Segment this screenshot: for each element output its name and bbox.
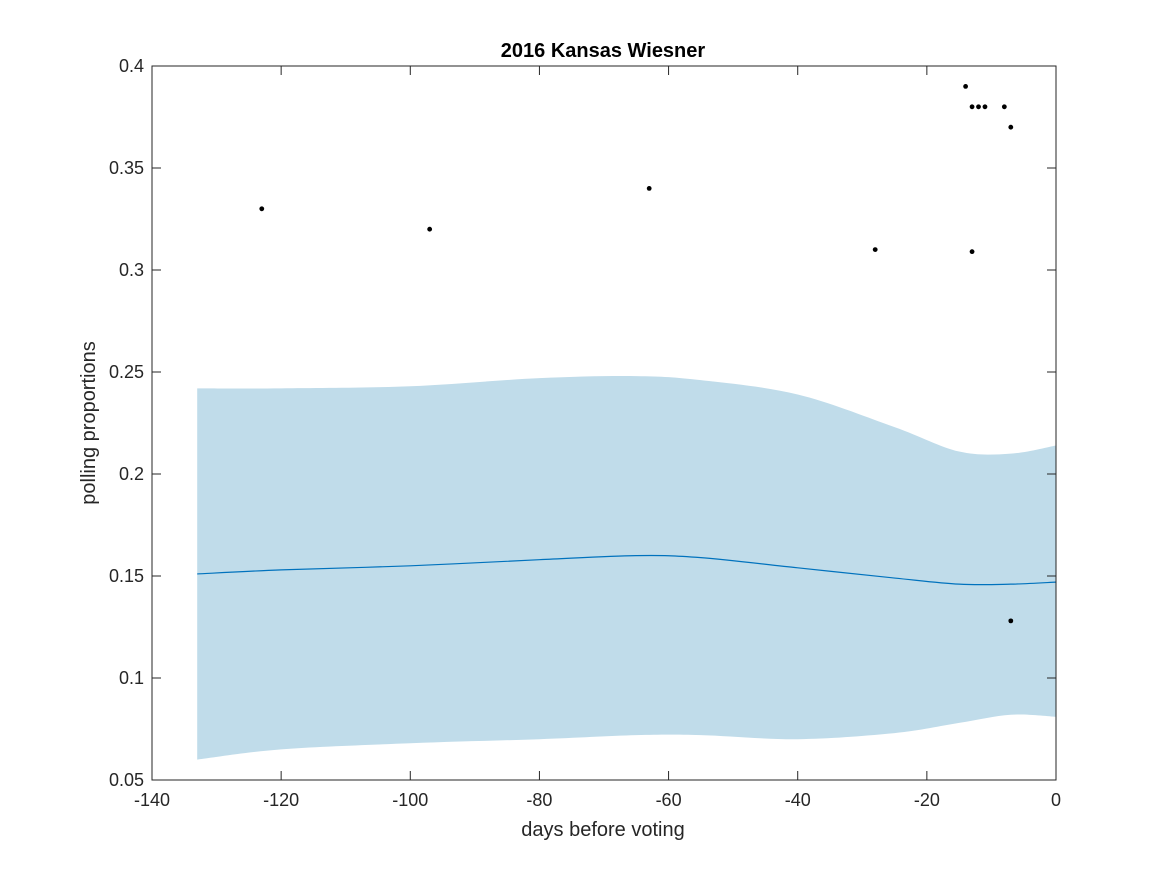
x-tick-label: -100 [392,790,428,810]
chart-title: 2016 Kansas Wiesner [501,40,706,62]
x-tick-label: -60 [656,790,682,810]
x-tick-label: -20 [914,790,940,810]
y-tick-label: 0.15 [109,566,144,586]
poll-point [427,226,433,232]
x-tick-label: -120 [263,790,299,810]
poll-point [969,104,975,110]
poll-point [969,249,975,255]
y-tick-label: 0.3 [119,260,144,280]
poll-point [259,206,265,212]
poll-point [963,84,968,89]
x-tick-label: 0 [1051,790,1061,810]
poll-point [1001,104,1007,110]
x-tick-label: -40 [785,790,811,810]
poll-point [1008,618,1014,624]
poll-point [872,247,878,253]
y-tick-label: 0.25 [109,362,144,382]
y-tick-label: 0.1 [119,668,144,688]
y-axis-label: polling proportions [78,341,100,504]
axes [151,65,1057,781]
y-tick-label: 0.05 [109,770,144,790]
x-ticks: -140 -120 -100 -80 -60 -40 -20 0 [134,66,1061,810]
poll-point [1008,124,1014,130]
poll-point [976,104,981,110]
mean-line-layer [197,554,1057,586]
y-ticks: 0.05 0.1 0.15 0.2 0.25 0.3 0.35 0.4 [109,56,1056,790]
poll-point [646,186,652,191]
poll-points-layer [259,84,1014,624]
confidence-band [197,375,1056,760]
x-tick-label: -140 [134,790,170,810]
x-axis-label: days before voting [521,819,684,841]
confidence-band-layer [197,375,1056,760]
y-tick-label: 0.35 [109,158,144,178]
x-tick-label: -80 [526,790,552,810]
y-tick-label: 0.4 [119,56,144,76]
poll-point [982,104,988,110]
mean-line [197,554,1057,586]
axes-box [151,65,1057,781]
y-tick-label: 0.2 [119,464,144,484]
